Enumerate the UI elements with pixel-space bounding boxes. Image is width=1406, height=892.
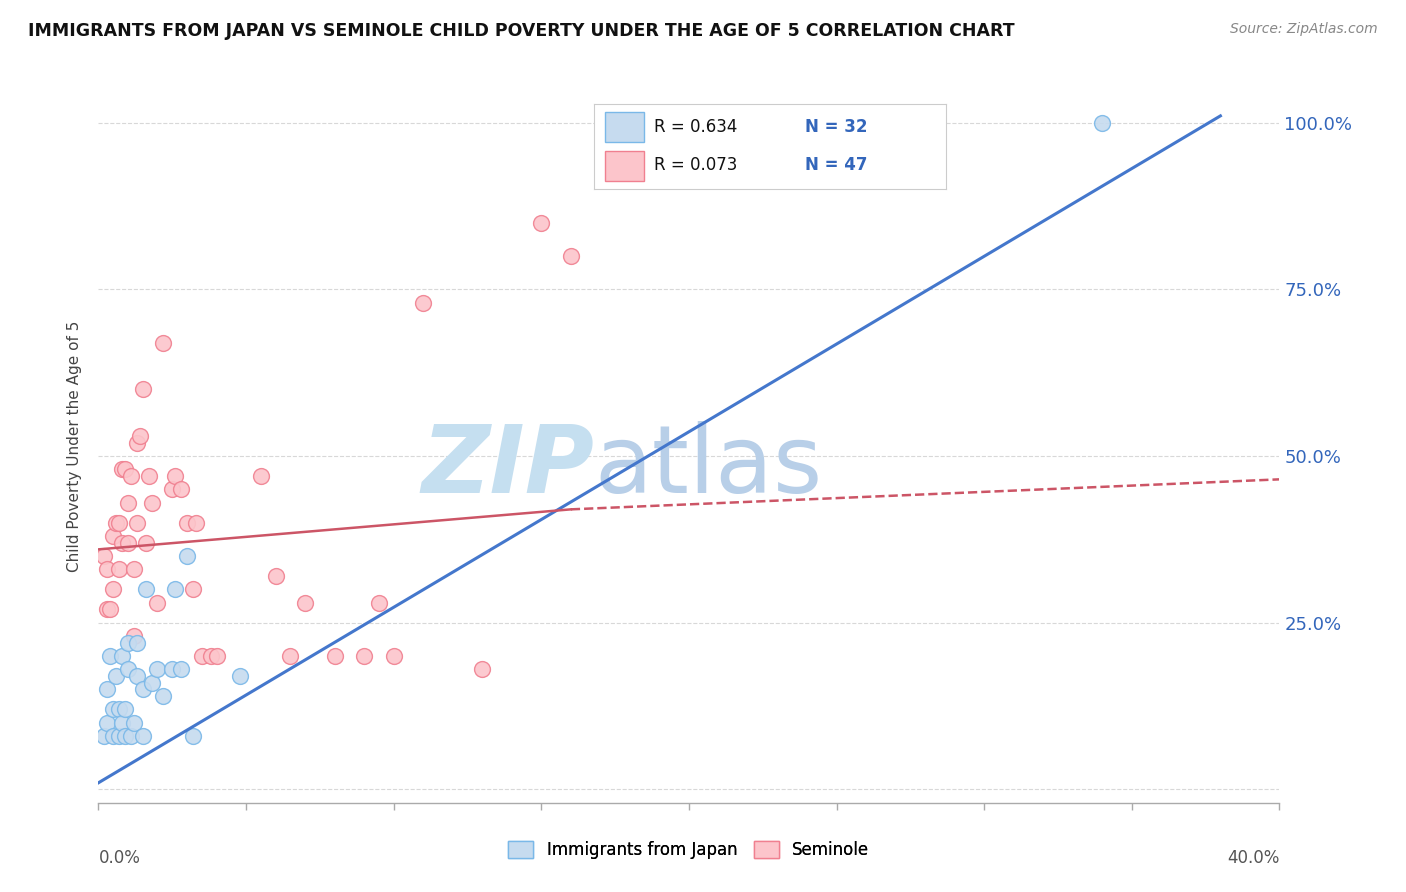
Point <box>125 435 148 450</box>
Point <box>125 636 148 650</box>
Point <box>96 562 118 576</box>
Point <box>176 516 198 530</box>
Point <box>103 582 125 597</box>
Point <box>162 483 183 497</box>
Point <box>111 535 134 549</box>
Point <box>141 496 163 510</box>
Point <box>191 649 214 664</box>
Point <box>294 596 316 610</box>
Point <box>132 382 155 396</box>
Y-axis label: Child Poverty Under the Age of 5: Child Poverty Under the Age of 5 <box>67 320 83 572</box>
Point <box>128 429 150 443</box>
Point <box>120 469 142 483</box>
Point <box>120 729 142 743</box>
Point <box>103 729 125 743</box>
Point <box>96 715 118 730</box>
Point <box>125 516 148 530</box>
Point <box>93 549 115 563</box>
Point <box>117 496 139 510</box>
Text: R = 0.634: R = 0.634 <box>654 119 738 136</box>
Point <box>165 469 187 483</box>
Text: Source: ZipAtlas.com: Source: ZipAtlas.com <box>1230 22 1378 37</box>
Point <box>108 702 131 716</box>
Point <box>114 462 136 476</box>
Point <box>105 516 128 530</box>
Point <box>146 662 169 676</box>
Point <box>184 516 207 530</box>
Point <box>165 582 187 597</box>
Text: ZIP: ZIP <box>422 421 595 514</box>
Text: N = 47: N = 47 <box>806 156 868 174</box>
Point <box>117 535 139 549</box>
Point <box>122 562 145 576</box>
Point <box>141 675 163 690</box>
Point <box>181 729 204 743</box>
Text: R = 0.073: R = 0.073 <box>654 156 738 174</box>
Point <box>170 483 193 497</box>
Point <box>181 582 204 597</box>
Point <box>122 629 145 643</box>
Point <box>125 669 148 683</box>
Point <box>250 469 273 483</box>
Point <box>96 682 118 697</box>
Point <box>108 562 131 576</box>
Point <box>200 649 222 664</box>
Text: 0.0%: 0.0% <box>98 849 141 867</box>
Point <box>132 682 155 697</box>
Point <box>323 649 346 664</box>
Legend: Immigrants from Japan, Seminole: Immigrants from Japan, Seminole <box>502 834 876 866</box>
Point <box>135 535 157 549</box>
Point <box>560 249 582 263</box>
Point <box>114 702 136 716</box>
Point <box>98 602 121 616</box>
Point <box>96 602 118 616</box>
Point <box>105 669 128 683</box>
Point <box>264 569 287 583</box>
Point <box>278 649 302 664</box>
FancyBboxPatch shape <box>605 151 644 181</box>
Point <box>103 529 125 543</box>
Text: N = 32: N = 32 <box>806 119 868 136</box>
Point <box>1091 115 1114 129</box>
Point <box>412 295 434 310</box>
Point <box>135 582 157 597</box>
Point <box>111 715 134 730</box>
Point <box>117 662 139 676</box>
Point <box>132 729 155 743</box>
Point <box>205 649 228 664</box>
Point <box>122 715 145 730</box>
Point <box>170 662 193 676</box>
Text: atlas: atlas <box>595 421 823 514</box>
Point <box>93 729 115 743</box>
Point <box>176 549 198 563</box>
Point <box>152 335 174 350</box>
Point <box>152 689 174 703</box>
Text: 40.0%: 40.0% <box>1227 849 1279 867</box>
Point <box>368 596 391 610</box>
Point <box>353 649 375 664</box>
Point <box>111 462 134 476</box>
Point <box>111 649 134 664</box>
Point <box>530 216 553 230</box>
Point <box>114 729 136 743</box>
FancyBboxPatch shape <box>605 112 644 143</box>
Point <box>471 662 494 676</box>
Point <box>138 469 160 483</box>
Point <box>103 702 125 716</box>
Point <box>229 669 252 683</box>
Point <box>98 649 121 664</box>
Point <box>108 729 131 743</box>
Point <box>108 516 131 530</box>
Point <box>162 662 183 676</box>
Point <box>382 649 405 664</box>
Point <box>117 636 139 650</box>
Point <box>146 596 169 610</box>
Text: IMMIGRANTS FROM JAPAN VS SEMINOLE CHILD POVERTY UNDER THE AGE OF 5 CORRELATION C: IMMIGRANTS FROM JAPAN VS SEMINOLE CHILD … <box>28 22 1015 40</box>
